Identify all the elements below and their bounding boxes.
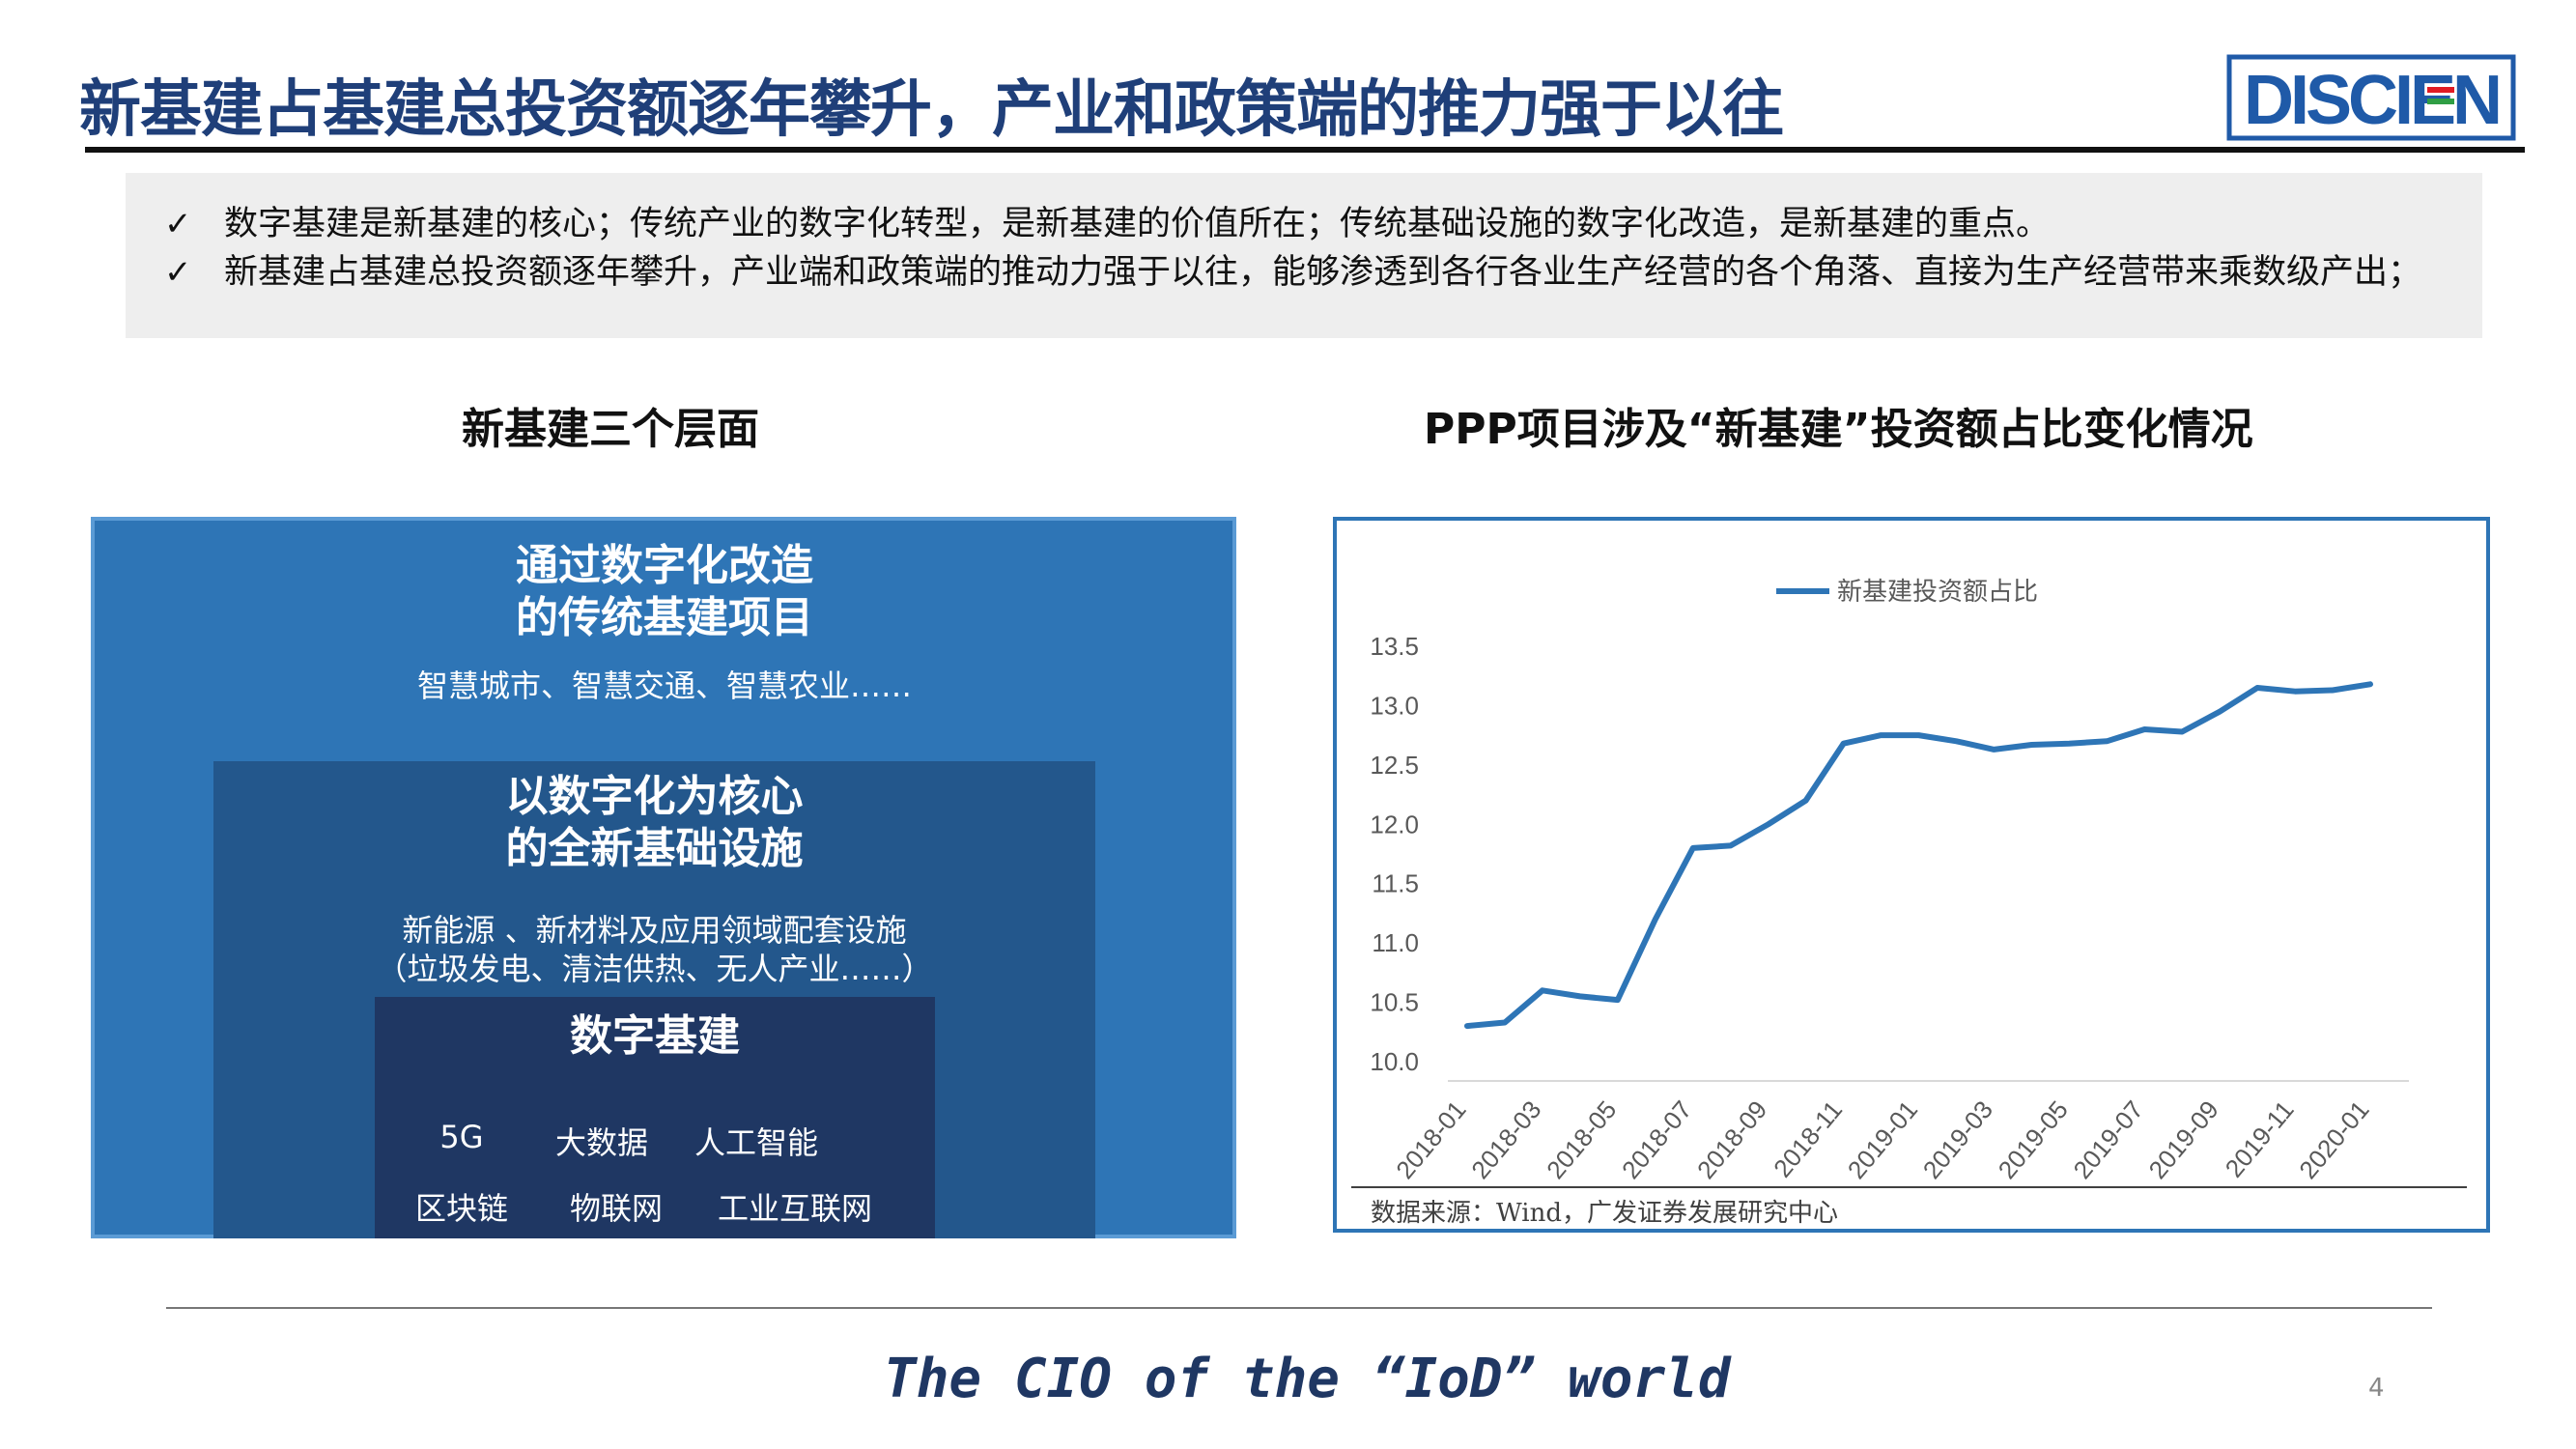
footer-divider xyxy=(166,1307,2432,1309)
footer-tagline: The CIO of the “IoD” world xyxy=(884,1348,1731,1410)
tech-item-5g: 5G xyxy=(439,1119,484,1155)
y-tick-label: 13.0 xyxy=(1370,691,1419,720)
title-divider xyxy=(85,147,2525,153)
middle-desc-line2: （垃圾发电、清洁供热、无人产业……） xyxy=(376,951,933,987)
x-tick-label: 2019-11 xyxy=(2220,1095,2300,1183)
x-tick-label: 2018-11 xyxy=(1768,1095,1848,1183)
x-tick-label: 2019-05 xyxy=(1993,1095,2074,1184)
right-section-title: PPP项目涉及“新基建”投资额占比变化情况 xyxy=(1424,405,2253,454)
x-tick-label: 2019-09 xyxy=(2142,1095,2223,1184)
x-tick-label: 2019-07 xyxy=(2068,1095,2149,1184)
legend-label: 新基建投资额占比 xyxy=(1837,578,2038,607)
bullet-text: 数字基建是新基建的核心；传统产业的数字化转型，是新基建的价值所在；传统基础设施的… xyxy=(224,205,2051,243)
x-tick-label: 2019-03 xyxy=(1917,1095,1998,1184)
page-number: 4 xyxy=(2368,1374,2385,1403)
y-tick-label: 12.0 xyxy=(1370,810,1419,838)
middle-heading-line2: 的全新基础设施 xyxy=(505,824,804,873)
tech-item-ai: 人工智能 xyxy=(694,1124,818,1161)
x-tick-label: 2018-03 xyxy=(1465,1095,1546,1184)
tech-item-blockchain: 区块链 xyxy=(414,1190,508,1227)
outer-heading-line1: 通过数字化改造 xyxy=(516,541,813,590)
x-tick-label: 2018-07 xyxy=(1616,1095,1697,1184)
tech-item-industrial-internet: 工业互联网 xyxy=(717,1190,872,1227)
y-tick-label: 10.5 xyxy=(1370,988,1419,1017)
chart-frame: 10.0 10.5 11.0 11.5 12.0 12.5 13.0 13.5 2018-01 2… xyxy=(1333,517,2490,1233)
chart-source: 数据来源：Wind，广发证券发展研究中心 xyxy=(1371,1199,1838,1228)
x-tick-label: 2018-01 xyxy=(1390,1095,1471,1184)
discien-logo: DISCIEN xyxy=(2226,54,2516,141)
x-tick-label: 2018-09 xyxy=(1691,1095,1772,1184)
y-tick-label: 12.5 xyxy=(1370,751,1419,780)
tech-item-iot: 物联网 xyxy=(569,1190,663,1227)
outer-desc: 智慧城市、智慧交通、智慧农业…… xyxy=(416,668,912,704)
summary-bullets: ✓ 数字基建是新基建的核心；传统产业的数字化转型，是新基建的价值所在；传统基础设… xyxy=(126,173,2482,338)
x-tick-label: 2020-01 xyxy=(2293,1095,2374,1184)
middle-desc-line1: 新能源 、新材料及应用领域配套设施 xyxy=(402,912,907,949)
y-tick-label: 13.5 xyxy=(1370,632,1419,661)
y-tick-label: 11.0 xyxy=(1372,928,1419,957)
bullet-text: 新基建占基建总投资额逐年攀升，产业端和政策端的推动力强于以往，能够渗透到各行各业… xyxy=(224,253,2422,292)
y-tick-label: 11.5 xyxy=(1372,869,1419,898)
inner-heading: 数字基建 xyxy=(570,1011,740,1061)
logo-text: DISCIEN xyxy=(2244,62,2499,139)
series-line xyxy=(1464,681,2373,1030)
middle-heading-line1: 以数字化为核心 xyxy=(505,772,804,821)
x-tick-label: 2018-05 xyxy=(1541,1095,1622,1184)
x-tick-label: 2019-01 xyxy=(1842,1095,1923,1184)
y-tick-label: 10.0 xyxy=(1370,1047,1419,1076)
outer-heading-line2: 的传统基建项目 xyxy=(516,593,813,642)
line-chart: 10.010.511.011.512.012.513.013.52018-012… xyxy=(1351,578,2467,1228)
layer-inner-box: 数字基建 5G 大数据 人工智能 区块链 物联网 工业互联网 xyxy=(375,997,935,1238)
left-section-title: 新基建三个层面 xyxy=(462,405,759,454)
page-title: 新基建占基建总投资额逐年攀升，产业和政策端的推力强于以往 xyxy=(79,74,1784,146)
check-icon: ✓ xyxy=(164,205,192,243)
check-icon: ✓ xyxy=(164,253,192,292)
tech-item-big-data: 大数据 xyxy=(554,1124,648,1161)
